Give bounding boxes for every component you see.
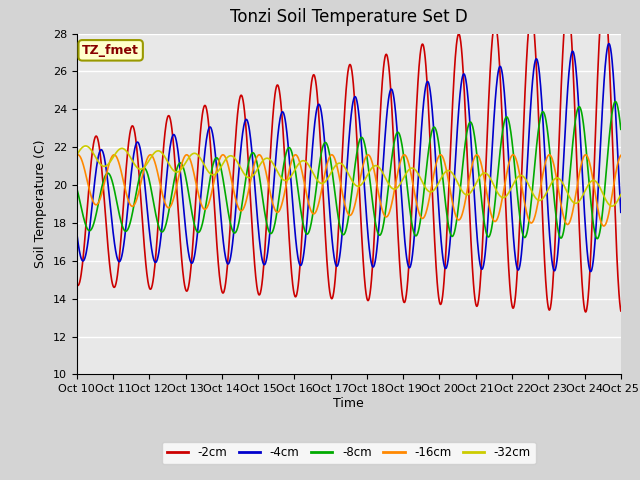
Line: -16cm: -16cm [77, 155, 621, 226]
-2cm [304, 128, 312, 134]
-16cm [115, 161, 123, 167]
-8cm [315, 166, 323, 171]
-4cm [115, 259, 123, 264]
-32cm [73, 152, 81, 157]
-2cm [617, 308, 625, 314]
-32cm [138, 166, 145, 172]
-4cm [605, 41, 612, 47]
-16cm [316, 198, 323, 204]
-4cm [137, 150, 145, 156]
-4cm [304, 211, 312, 216]
X-axis label: Time: Time [333, 397, 364, 410]
-16cm [74, 152, 82, 157]
Line: -32cm: -32cm [77, 146, 621, 206]
-8cm [383, 202, 390, 207]
-8cm [115, 210, 123, 216]
-16cm [383, 214, 390, 220]
-4cm [325, 194, 333, 200]
-32cm [617, 192, 625, 197]
-2cm [582, 309, 589, 315]
Legend: -2cm, -4cm, -8cm, -16cm, -32cm: -2cm, -4cm, -8cm, -16cm, -32cm [162, 442, 536, 464]
-16cm [73, 152, 81, 158]
-8cm [304, 231, 312, 237]
-2cm [73, 281, 81, 287]
-32cm [383, 178, 390, 183]
-32cm [325, 173, 333, 179]
-16cm [325, 155, 333, 161]
-32cm [82, 143, 90, 149]
-2cm [137, 199, 145, 204]
-8cm [137, 169, 145, 175]
-8cm [325, 147, 333, 153]
-4cm [383, 117, 390, 123]
Line: -2cm: -2cm [77, 0, 621, 312]
-2cm [115, 260, 123, 265]
-2cm [325, 280, 333, 286]
-32cm [115, 146, 123, 152]
-16cm [617, 153, 625, 158]
-32cm [316, 180, 323, 185]
-4cm [315, 101, 323, 107]
-32cm [304, 161, 312, 167]
-4cm [617, 209, 625, 215]
-8cm [593, 236, 601, 241]
Title: Tonzi Soil Temperature Set D: Tonzi Soil Temperature Set D [230, 9, 468, 26]
-4cm [73, 230, 81, 236]
-4cm [587, 269, 595, 275]
Text: TZ_fmet: TZ_fmet [82, 44, 139, 57]
Line: -4cm: -4cm [77, 44, 621, 272]
-32cm [608, 203, 616, 209]
Y-axis label: Soil Temperature (C): Soil Temperature (C) [35, 140, 47, 268]
-16cm [600, 223, 607, 229]
-8cm [611, 99, 619, 105]
-16cm [304, 198, 312, 204]
-8cm [617, 126, 625, 132]
Line: -8cm: -8cm [77, 102, 621, 239]
-16cm [138, 178, 145, 183]
-2cm [315, 114, 323, 120]
-8cm [73, 186, 81, 192]
-2cm [383, 51, 390, 57]
